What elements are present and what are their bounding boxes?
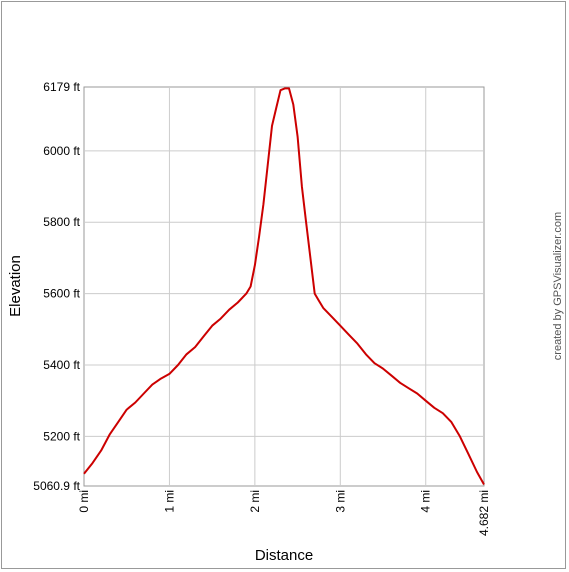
x-tick-label: 0 mi	[77, 490, 91, 513]
elevation-line	[83, 87, 485, 485]
y-tick-label: 5060.9 ft	[33, 479, 80, 493]
y-tick-label: 6179 ft	[43, 80, 80, 94]
plot-area	[83, 86, 485, 487]
y-tick-label: 5600 ft	[43, 287, 80, 301]
y-tick-label: 6000 ft	[43, 144, 80, 158]
x-tick-label: 1 mi	[162, 490, 176, 513]
x-tick-label: 3 mi	[333, 490, 347, 513]
x-tick-label: 4 mi	[419, 490, 433, 513]
y-tick-labels: 5060.9 ft 5200 ft 5400 ft 5600 ft 5800 ft 600…	[33, 80, 80, 493]
y-tick-label: 5800 ft	[43, 215, 80, 229]
y-tick-label: 5400 ft	[43, 358, 80, 372]
x-tick-label: 2 mi	[248, 490, 262, 513]
credit-text: created by GPSVisualizer.com	[552, 212, 564, 360]
x-tick-label: 4.682 mi	[477, 490, 491, 536]
x-axis-title: Distance	[255, 547, 313, 564]
y-tick-label: 5200 ft	[43, 429, 80, 443]
gridlines	[84, 87, 484, 486]
y-axis-title: Elevation	[7, 255, 24, 317]
x-tick-labels: 0 mi 1 mi 2 mi 3 mi 4 mi 4.682 mi	[77, 490, 491, 536]
